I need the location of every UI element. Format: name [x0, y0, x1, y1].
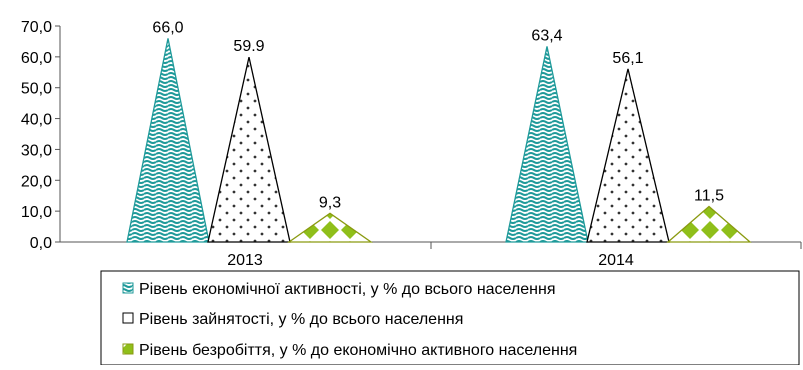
bar-employment-2013 [207, 57, 291, 243]
data-labels: 66,0 59.9 9,3 63,4 56,1 11,5 [152, 19, 724, 211]
data-label-employment-2013: 59.9 [233, 38, 264, 55]
data-label-unemployment-2013: 9,3 [319, 194, 341, 211]
data-label-activity-2013: 66,0 [152, 19, 183, 36]
data-label-activity-2014: 63,4 [531, 27, 562, 44]
category-labels: 2013 2014 [227, 252, 634, 269]
legend-swatch-activity [122, 282, 134, 294]
y-tick-label: 70,0 [21, 19, 52, 36]
legend-item-unemployment: Рівень безробіття, у % до економічно акт… [122, 342, 577, 359]
plot-marks [126, 38, 752, 243]
legend: Рівень економічної активності, у % до вс… [100, 270, 800, 366]
legend-item-activity: Рівень економічної активності, у % до вс… [122, 281, 556, 298]
data-label-unemployment-2014: 11,5 [694, 188, 724, 205]
legend-label-activity: Рівень економічної активності, у % до вс… [139, 281, 556, 298]
legend-item-employment: Рівень зайнятості, у % до всього населен… [122, 311, 463, 328]
bar-activity-2014 [505, 46, 589, 243]
data-label-employment-2014: 56,1 [612, 50, 643, 67]
legend-swatch-employment [122, 312, 134, 324]
y-tick-label: 40,0 [21, 112, 52, 129]
y-tick-label: 30,0 [21, 142, 52, 159]
category-label-2014: 2014 [598, 252, 634, 269]
y-tick-label: 50,0 [21, 81, 52, 98]
legend-label-employment: Рівень зайнятості, у % до всього населен… [139, 311, 463, 328]
category-label-2013: 2013 [227, 252, 263, 269]
y-tick-label: 10,0 [21, 204, 52, 221]
bar-employment-2014 [586, 68, 670, 243]
y-tick-label: 0,0 [30, 235, 52, 252]
legend-label-unemployment: Рівень безробіття, у % до економічно акт… [139, 342, 577, 359]
y-tick-label: 60,0 [21, 50, 52, 67]
bar-activity-2013 [126, 38, 210, 243]
bar-unemployment-2013 [286, 212, 374, 243]
legend-swatch-unemployment [122, 343, 134, 355]
y-tick-label: 20,0 [21, 173, 52, 190]
bar-unemployment-2014 [666, 205, 752, 243]
legend-box [100, 270, 800, 366]
